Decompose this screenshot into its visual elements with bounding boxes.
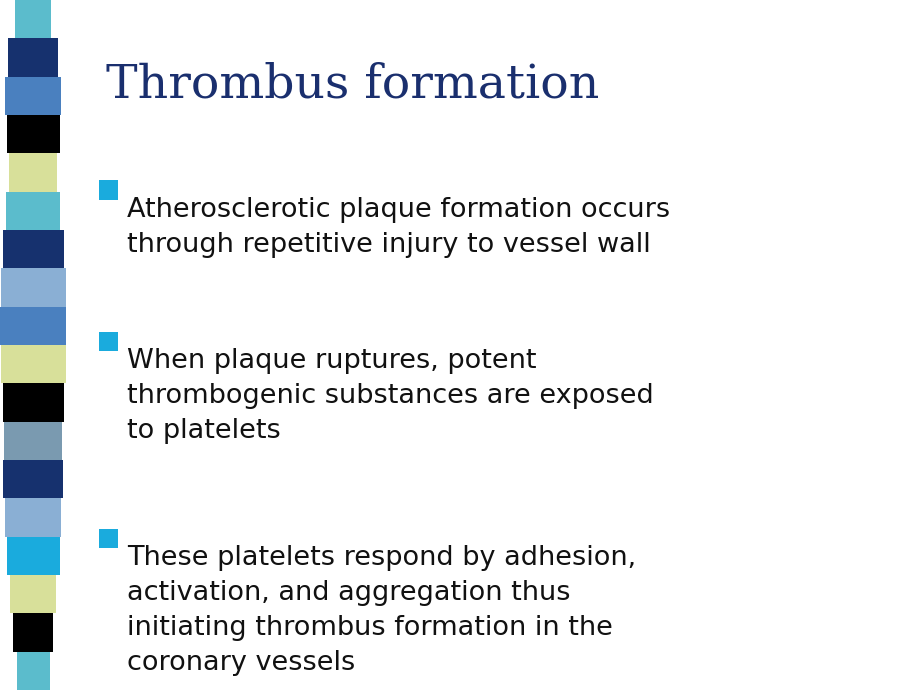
Bar — [6, 192, 61, 230]
Bar — [6, 537, 60, 575]
Bar — [3, 384, 63, 422]
Bar — [5, 498, 62, 537]
Text: Atherosclerotic plaque formation occurs
through repetitive injury to vessel wall: Atherosclerotic plaque formation occurs … — [127, 197, 669, 257]
Bar — [15, 0, 51, 39]
Bar — [17, 651, 50, 690]
Bar — [3, 230, 63, 268]
Text: These platelets respond by adhesion,
activation, and aggregation thus
initiating: These platelets respond by adhesion, act… — [127, 545, 635, 676]
Bar — [5, 77, 62, 115]
Bar — [99, 180, 118, 199]
Bar — [6, 115, 60, 153]
Bar — [0, 306, 66, 345]
Bar — [8, 39, 58, 77]
Bar — [4, 422, 62, 460]
Bar — [99, 332, 118, 351]
Bar — [9, 153, 57, 192]
Bar — [1, 268, 65, 306]
Text: Thrombus formation: Thrombus formation — [106, 62, 598, 108]
Bar — [10, 575, 56, 613]
Bar — [13, 613, 53, 651]
Bar — [99, 529, 118, 548]
Text: When plaque ruptures, potent
thrombogenic substances are exposed
to platelets: When plaque ruptures, potent thrombogeni… — [127, 348, 653, 444]
Bar — [4, 460, 62, 498]
Bar — [1, 345, 65, 384]
